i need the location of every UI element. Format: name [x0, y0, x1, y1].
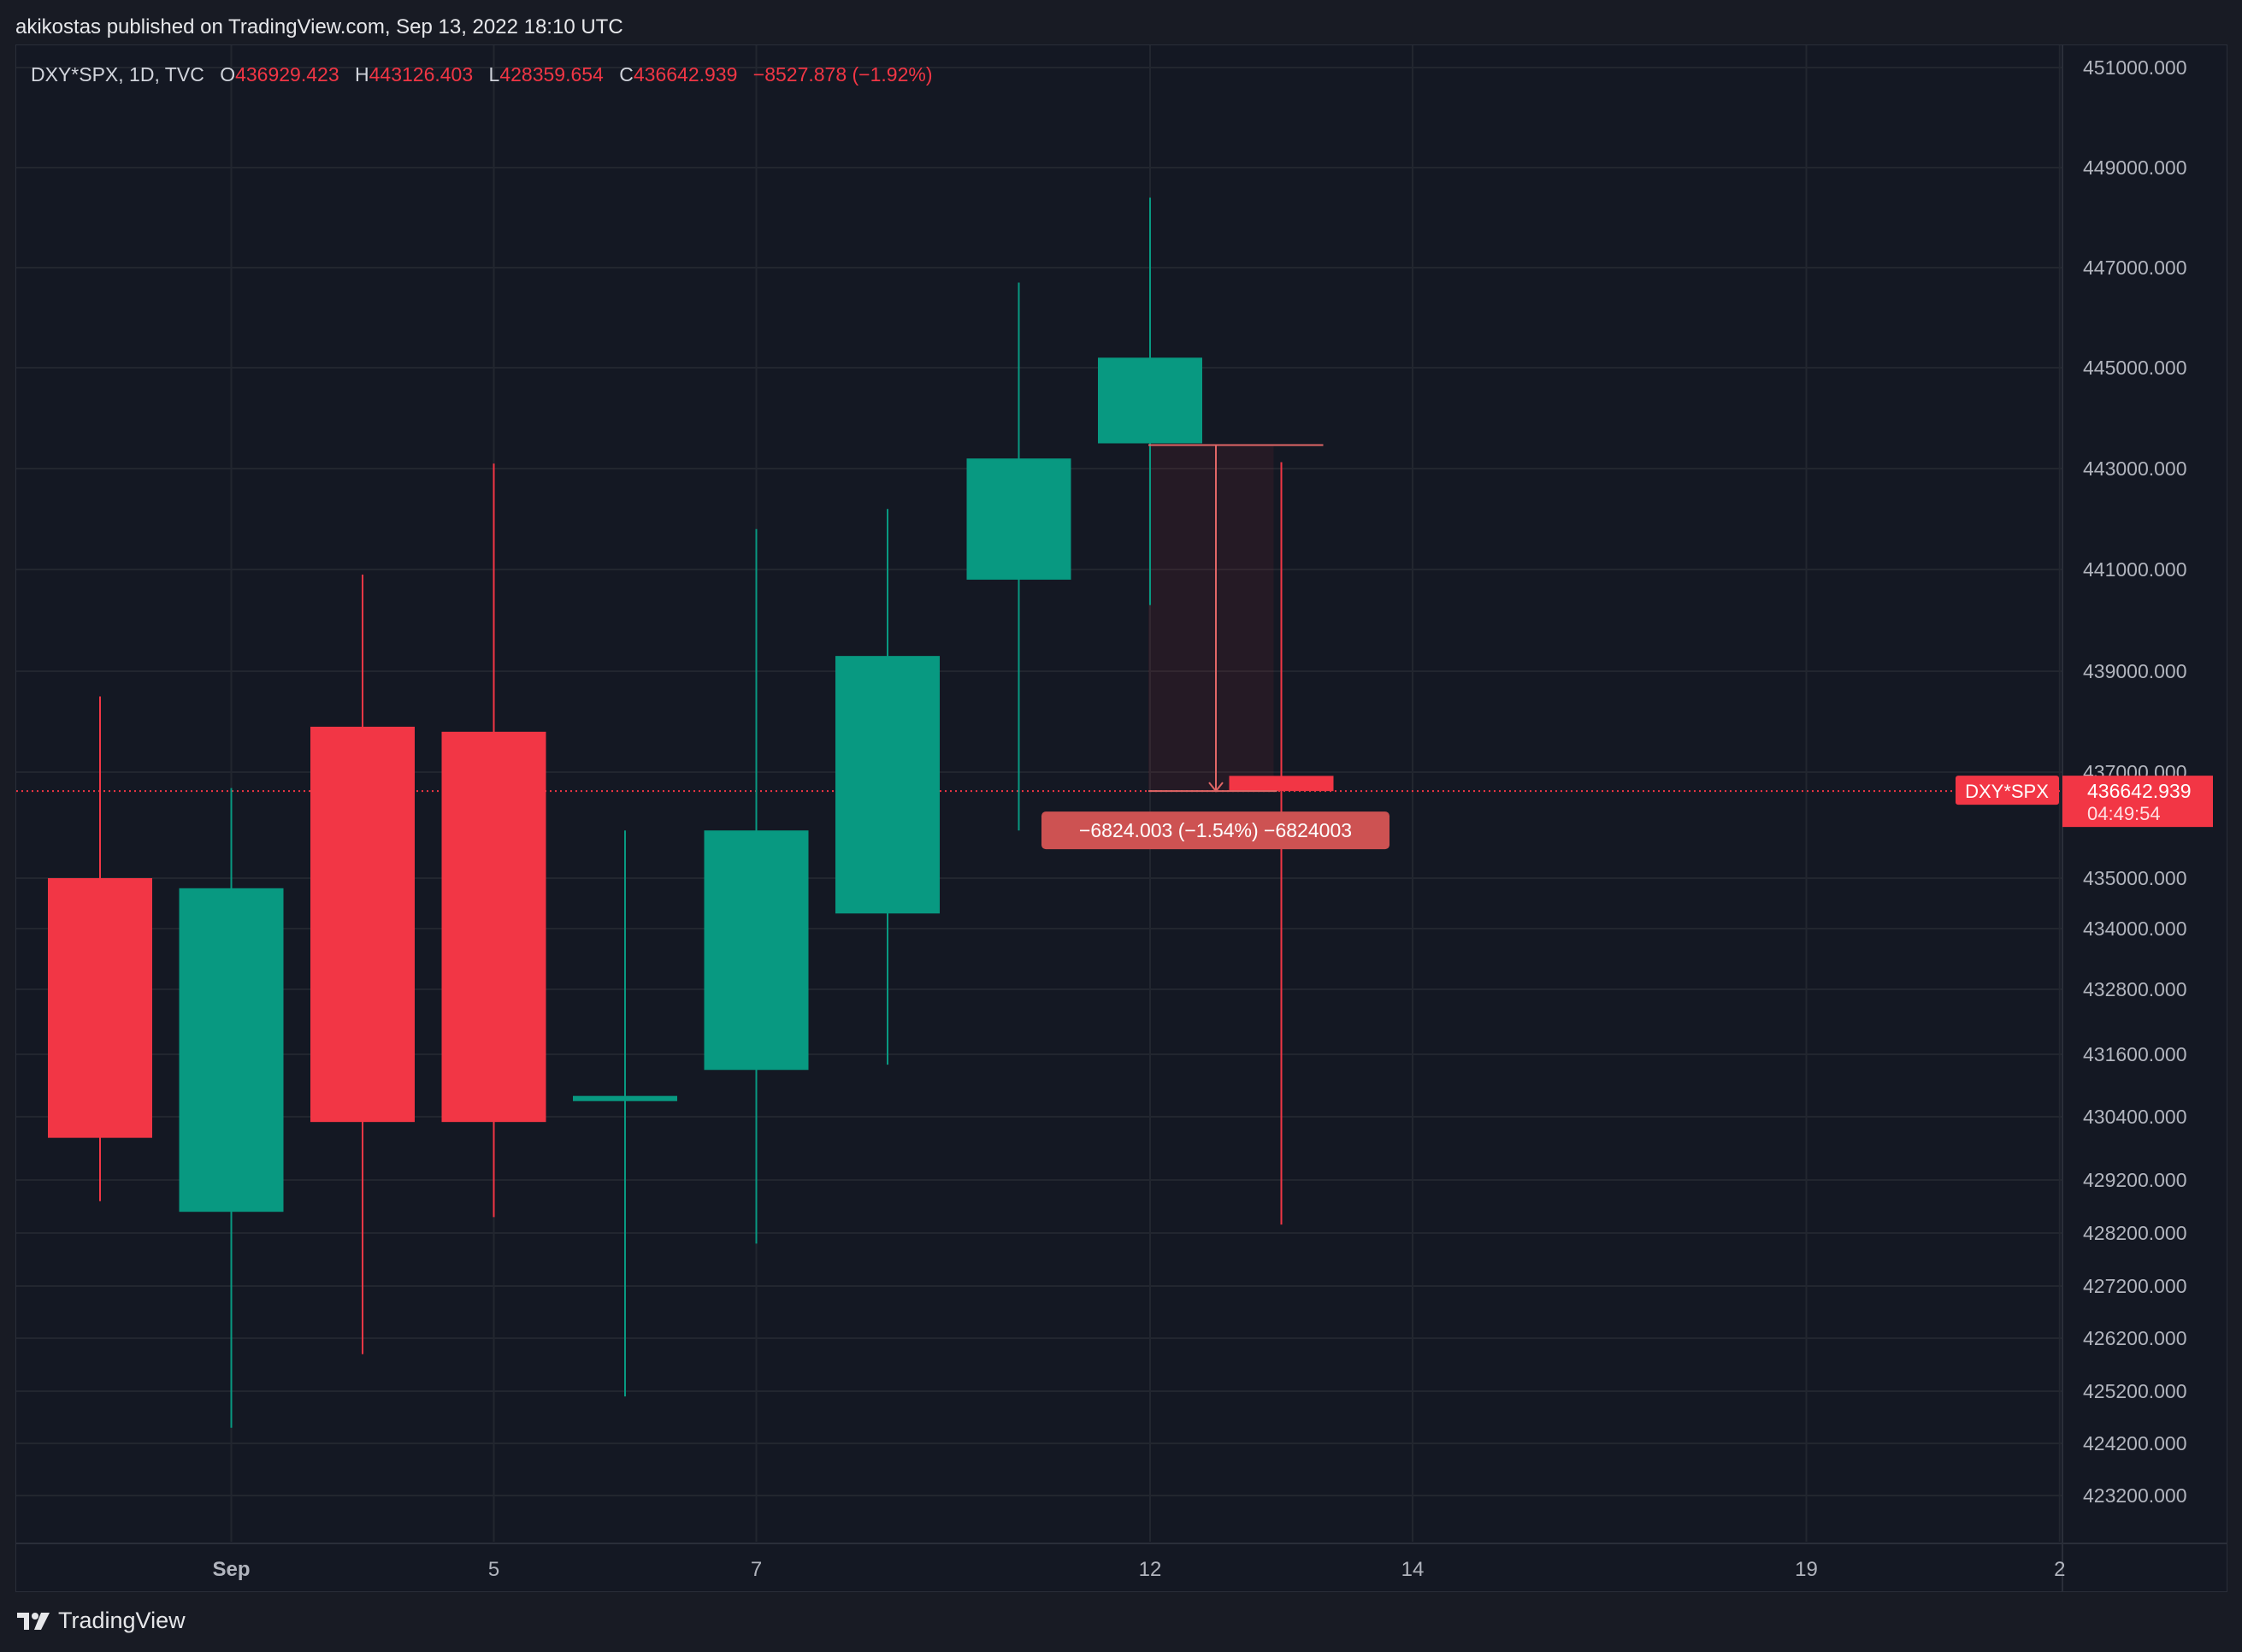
symbol-tag-label: DXY*SPX: [1965, 781, 2049, 802]
tradingview-logo-icon: [17, 1612, 50, 1630]
ohlc-legend: DXY*SPX, 1D, TVC O436929.423 H443126.403…: [31, 63, 932, 86]
y-tick-label: 428200.000: [2083, 1222, 2187, 1244]
x-tick-label: 2: [2054, 1558, 2065, 1581]
price-axis-marker: [2062, 776, 2213, 828]
x-tick-label: 5: [488, 1558, 499, 1581]
y-tick-label: 441000.000: [2083, 558, 2187, 581]
y-tick-label: 443000.000: [2083, 457, 2187, 480]
y-tick-label: 451000.000: [2083, 56, 2187, 79]
measure-arrow-head: [1208, 782, 1224, 793]
y-tick-label: 432800.000: [2083, 978, 2187, 1000]
y-tick-label: 424200.000: [2083, 1432, 2187, 1454]
legend-close-label: C: [619, 63, 634, 86]
candle-body-up: [573, 1095, 677, 1101]
y-tick-label: 425200.000: [2083, 1380, 2187, 1402]
price-axis-marker-countdown: 04:49:54: [2087, 803, 2161, 824]
y-tick-label: 423200.000: [2083, 1484, 2187, 1507]
legend-open: 436929.423: [235, 63, 339, 86]
legend-close: 436642.939: [633, 63, 738, 86]
candle-body-up: [966, 458, 1071, 580]
symbol-tag: [1956, 776, 2059, 805]
legend-high-label: H: [355, 63, 369, 86]
y-tick-label: 431600.000: [2083, 1043, 2187, 1065]
y-tick-label: 430400.000: [2083, 1106, 2187, 1128]
chart-area[interactable]: 451000.000 449000.000 447000.000 445000.000…: [15, 44, 2227, 1592]
x-tick-label: 12: [1139, 1558, 1162, 1581]
y-tick-label: 435000.000: [2083, 867, 2187, 889]
legend-symbol: DXY*SPX, 1D, TVC: [31, 63, 204, 86]
y-tick-label: 426200.000: [2083, 1327, 2187, 1349]
tradingview-logo[interactable]: TradingView: [17, 1608, 186, 1634]
candle-body-up: [1098, 357, 1202, 444]
y-tick-label: 447000.000: [2083, 257, 2187, 279]
x-tick-label: 14: [1401, 1558, 1425, 1581]
publish-header: akikostas published on TradingView.com, …: [15, 15, 623, 38]
candle-body-down: [1229, 776, 1334, 792]
measure-label-box: [1041, 811, 1389, 850]
candle-body-down: [441, 731, 546, 1123]
y-tick-label: 427200.000: [2083, 1275, 2187, 1297]
price-axis-marker-price: 436642.939: [2087, 780, 2192, 802]
y-tick-label: 449000.000: [2083, 156, 2187, 179]
y-tick-label: 429200.000: [2083, 1169, 2187, 1191]
candle-body-down: [310, 726, 415, 1123]
candle-body-up: [704, 830, 809, 1071]
legend-open-label: O: [220, 63, 236, 86]
candle-body-up: [179, 888, 284, 1212]
x-tick-label: Sep: [212, 1558, 250, 1581]
legend-low: 428359.654: [499, 63, 604, 86]
candlestick-chart[interactable]: 451000.000 449000.000 447000.000 445000.000…: [16, 45, 2227, 1591]
y-tick-label: 445000.000: [2083, 357, 2187, 379]
x-tick-label: 19: [1795, 1558, 1818, 1581]
candle-body-up: [835, 656, 940, 914]
measure-zone: [1148, 445, 1274, 792]
y-tick-label: 434000.000: [2083, 917, 2187, 940]
measure-label: −6824.003 (−1.54%) −6824003: [1079, 819, 1352, 841]
tradingview-brand-text: TradingView: [58, 1608, 186, 1633]
y-tick-label: 439000.000: [2083, 660, 2187, 682]
candle-body-down: [48, 878, 152, 1138]
legend-high: 443126.403: [369, 63, 474, 86]
legend-change: −8527.878 (−1.92%): [752, 63, 933, 86]
legend-low-label: L: [488, 63, 500, 86]
x-tick-label: 7: [751, 1558, 762, 1581]
